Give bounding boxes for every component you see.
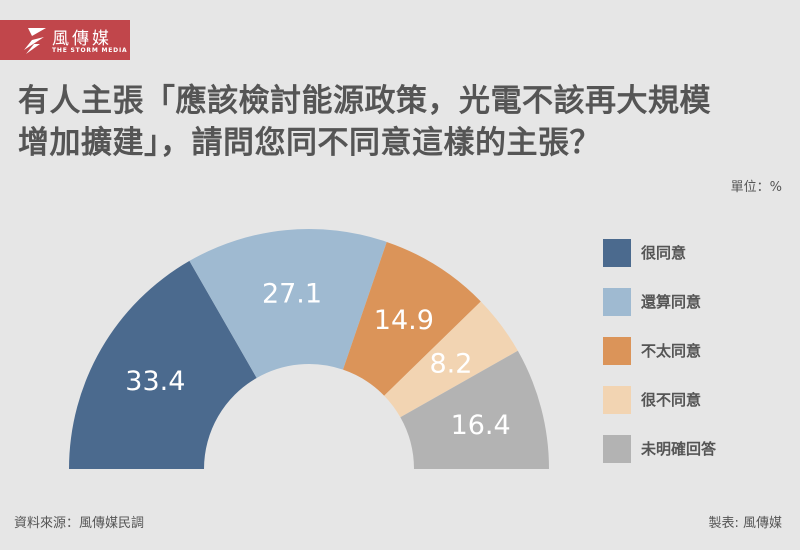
title-line-1: 有人主張「應該檢討能源政策，光電不該再大規模 (18, 83, 711, 119)
legend-label: 很不同意 (641, 391, 702, 409)
logo-name-cn: 風傳媒 (52, 29, 112, 49)
legend-item: 不太同意 (603, 336, 716, 365)
donut-slice (400, 350, 549, 469)
unit-label: 單位：% (730, 180, 782, 195)
slice-value-label: 14.9 (374, 305, 434, 336)
legend-swatch (603, 385, 631, 414)
legend-label: 不太同意 (641, 342, 702, 360)
chart-title: 有人主張「應該檢討能源政策，光電不該再大規模 增加擴建」，請問您同不同意這樣的主… (18, 80, 788, 164)
title-line-2: 增加擴建」，請問您同不同意這樣的主張？ (18, 125, 601, 161)
donut-slice (189, 229, 387, 378)
slice-value-label: 16.4 (451, 410, 511, 441)
chart-legend: 很同意還算同意不太同意很不同意未明確回答 (603, 238, 716, 483)
legend-label: 未明確回答 (641, 440, 717, 458)
legend-label: 很同意 (641, 244, 687, 262)
donut-slice (69, 260, 257, 469)
legend-label: 還算同意 (641, 293, 702, 311)
legend-swatch (603, 434, 631, 463)
legend-swatch (603, 336, 631, 365)
legend-swatch (603, 287, 631, 316)
slice-value-label: 8.2 (429, 348, 472, 379)
credit-note: 製表: 風傳媒 (708, 516, 782, 531)
donut-slice (343, 241, 481, 396)
legend-item: 還算同意 (603, 287, 716, 316)
source-note: 資料來源：風傳媒民調 (14, 516, 145, 531)
legend-item: 很不同意 (603, 385, 716, 414)
slice-value-label: 27.1 (262, 278, 322, 309)
legend-item: 很同意 (603, 238, 716, 267)
lightning-logo-icon (24, 28, 46, 54)
storm-media-logo: 風傳媒 THE STORM MEDIA (0, 20, 130, 60)
slice-value-label: 33.4 (125, 366, 185, 397)
legend-item: 未明確回答 (603, 434, 716, 463)
legend-swatch (603, 238, 631, 267)
donut-slice (384, 301, 518, 418)
logo-name-en: THE STORM MEDIA (52, 47, 128, 54)
